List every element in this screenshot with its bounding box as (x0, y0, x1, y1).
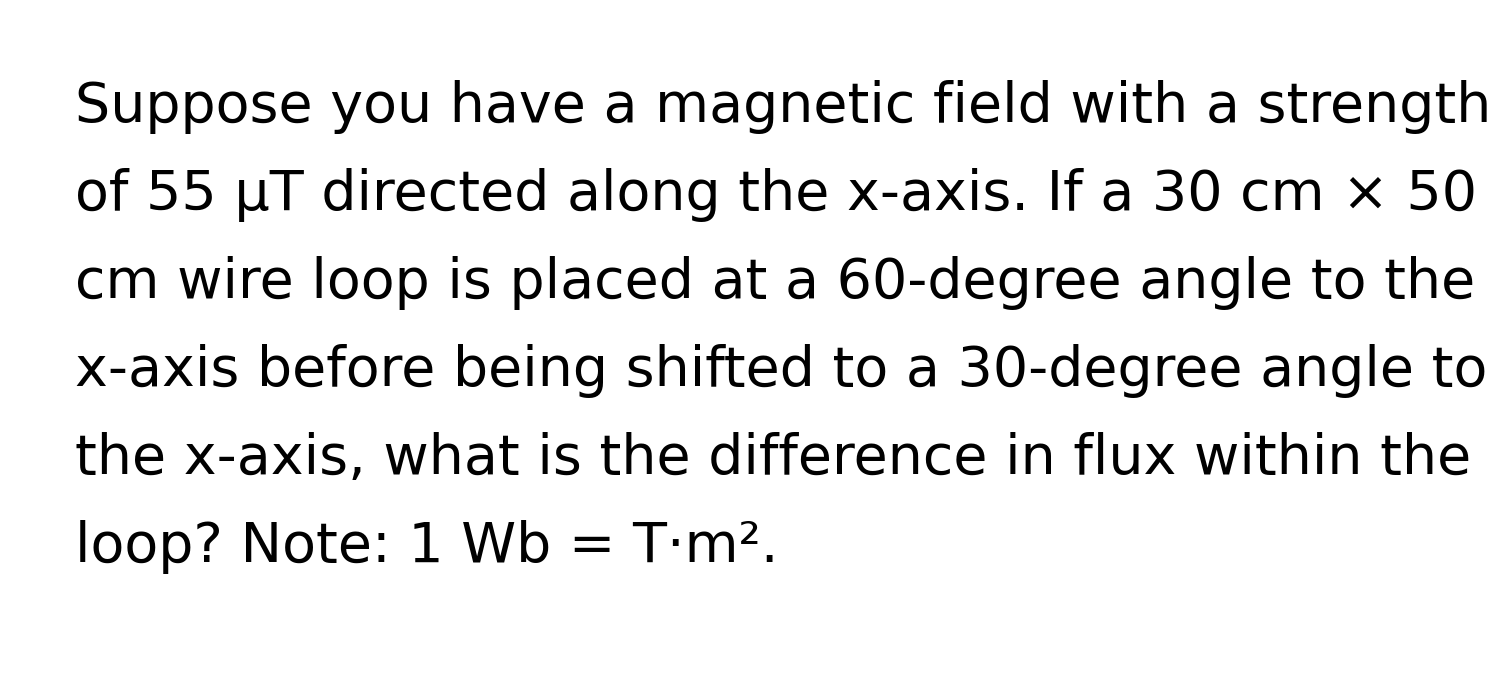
Text: Suppose you have a magnetic field with a strength: Suppose you have a magnetic field with a… (75, 80, 1491, 134)
Text: x-axis before being shifted to a 30-degree angle to: x-axis before being shifted to a 30-degr… (75, 344, 1488, 398)
Text: of 55 μT directed along the x-axis. If a 30 cm × 50: of 55 μT directed along the x-axis. If a… (75, 168, 1478, 222)
Text: loop? Note: 1 Wb = T·m².: loop? Note: 1 Wb = T·m². (75, 520, 778, 574)
Text: the x-axis, what is the difference in flux within the: the x-axis, what is the difference in fl… (75, 432, 1472, 486)
Text: cm wire loop is placed at a 60-degree angle to the: cm wire loop is placed at a 60-degree an… (75, 256, 1474, 310)
